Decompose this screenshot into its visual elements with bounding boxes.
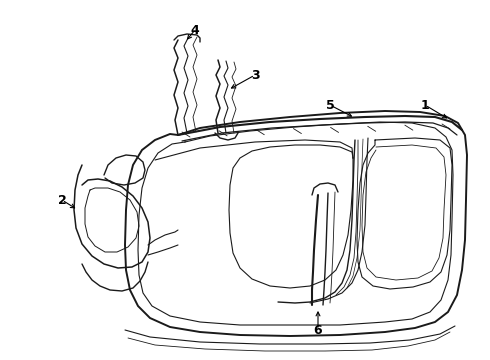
Text: 2: 2 <box>58 194 66 207</box>
Text: 1: 1 <box>420 99 429 112</box>
Text: 3: 3 <box>251 68 259 81</box>
Text: 5: 5 <box>326 99 334 112</box>
Text: 4: 4 <box>191 23 199 36</box>
Text: 6: 6 <box>314 324 322 337</box>
